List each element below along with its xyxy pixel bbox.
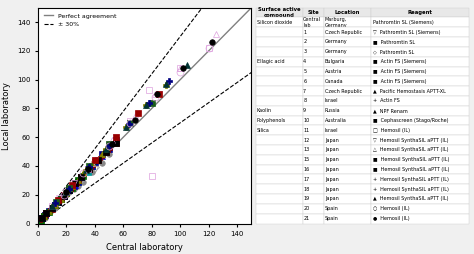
Y-axis label: Local laboratory: Local laboratory — [2, 82, 11, 150]
Legend: Perfect agreement, ± 30%: Perfect agreement, ± 30% — [41, 11, 119, 30]
X-axis label: Central laboratory: Central laboratory — [106, 243, 183, 252]
